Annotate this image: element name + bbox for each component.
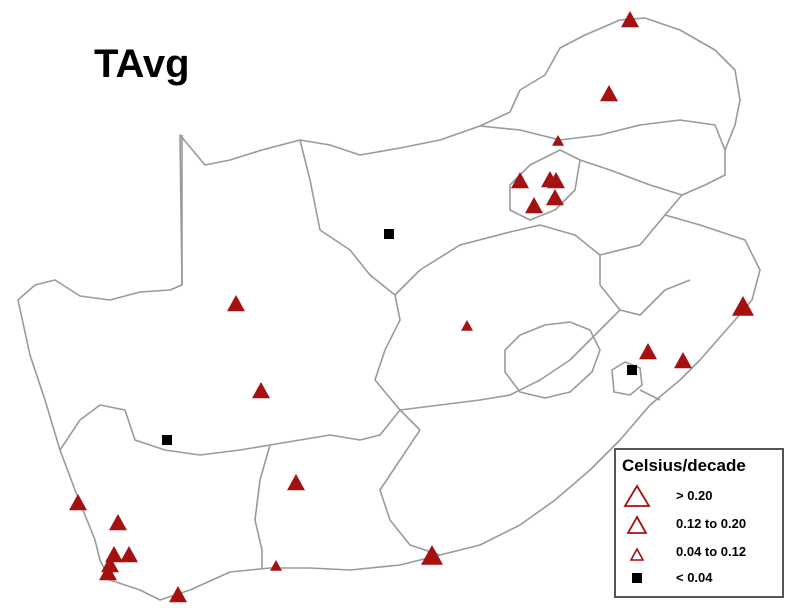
boundary-western-cape [59,404,401,568]
station-triangle-marker [639,343,657,360]
station-triangle-marker [105,546,123,563]
station-triangle-marker [600,85,618,102]
station-triangle-marker [547,172,565,189]
station-triangle-marker [252,382,270,399]
legend-label: 0.12 to 0.20 [676,516,747,531]
station-triangle-marker [525,197,543,214]
boundary-gauteng [509,149,581,221]
boundary-free-state-south [399,279,691,411]
square-icon [632,573,642,583]
triangle-small-icon [629,547,645,561]
legend-title: Celsius/decade [622,456,746,475]
station-triangle-marker [621,11,639,28]
station-square-marker [162,435,172,445]
station-triangle-marker [674,352,692,369]
boundary-free-state-north [394,224,601,296]
station-triangle-marker [421,545,443,565]
swaziland-outline [611,361,643,396]
station-triangle-marker [732,296,754,316]
legend-label: 0.04 to 0.12 [676,544,747,559]
legend-item-012-020: 0.12 to 0.20 [616,512,782,536]
station-triangle-marker [461,320,473,331]
station-triangle-marker [270,560,282,571]
triangle-large-icon [623,484,651,507]
boundary-eastern-cape [379,284,661,556]
legend: Celsius/decade > 0.20 0.12 to 0.20 0.04 … [614,448,784,598]
triangle-medium-icon [626,515,648,534]
station-triangle-marker [69,494,87,511]
lesotho-outline [504,321,601,399]
boundary-northern-cape-east [299,139,421,431]
boundary-mpumalanga [579,159,683,256]
station-triangle-marker [120,546,138,563]
station-triangle-marker [169,586,187,603]
station-square-marker [627,365,637,375]
station-triangle-marker [101,556,119,573]
legend-label: < 0.04 [676,570,713,585]
station-square-marker [384,229,394,239]
legend-item-gt-020: > 0.20 [616,484,782,508]
station-triangle-marker [227,295,245,312]
map-title: TAvg [94,42,190,86]
station-triangle-marker [546,189,564,206]
legend-item-004-012: 0.04 to 0.12 [616,540,782,564]
station-triangle-marker [287,474,305,491]
station-triangle-marker [109,514,127,531]
station-triangle-marker [552,135,564,146]
boundary-limpopo-south [479,119,726,151]
legend-label: > 0.20 [676,488,713,503]
legend-item-lt-004: < 0.04 [616,566,782,590]
station-triangle-marker [511,172,529,189]
